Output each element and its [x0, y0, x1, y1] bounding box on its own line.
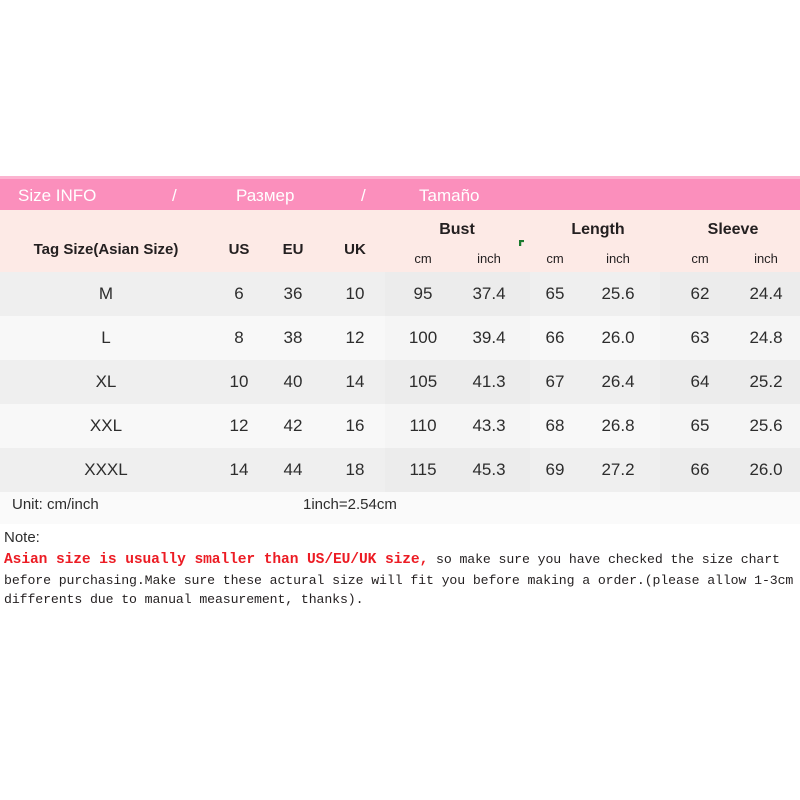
cell-eu: 42 [283, 416, 303, 435]
column-header-eu: EU [282, 241, 304, 258]
table-row: XXXL 14 44 18 115 45.3 69 27.2 66 26.0 [0, 448, 800, 492]
title-separator-1: / [172, 186, 177, 205]
column-header-bust-inch: inch [477, 251, 501, 266]
size-chart: Size INFO / Размер / Tamaño Tag Size(Asi… [0, 176, 800, 524]
cell-tag-size: XL [95, 372, 117, 391]
cell-uk: 16 [345, 416, 365, 435]
note-block: Note: Asian size is usually smaller than… [4, 528, 796, 610]
note-paragraph: Asian size is usually smaller than US/EU… [4, 550, 796, 610]
table-header: Tag Size(Asian Size) US EU UK Bust cm in… [0, 210, 800, 272]
cell-sleeve-inch: 24.8 [749, 328, 783, 347]
cell-us: 6 [234, 284, 244, 303]
column-header-length-inch: inch [606, 251, 630, 266]
cell-sleeve-inch: 24.4 [749, 284, 783, 303]
cell-sleeve-cm: 64 [690, 372, 710, 391]
unit-row: Unit: cm/inch 1inch=2.54cm [0, 492, 800, 524]
column-header-bust-cm: cm [414, 251, 432, 266]
cell-eu: 40 [283, 372, 303, 391]
cell-bust-inch: 43.3 [472, 416, 506, 435]
note-highlight: Asian size is usually smaller than US/EU… [4, 552, 429, 568]
cell-length-cm: 69 [545, 460, 565, 479]
cell-bust-cm: 105 [408, 372, 438, 391]
cell-sleeve-cm: 63 [690, 328, 710, 347]
column-group-header-sleeve: Sleeve [707, 221, 759, 238]
unit-label: Unit: cm/inch [12, 496, 99, 513]
title-separator-2: / [361, 186, 366, 205]
cell-us: 8 [234, 328, 244, 347]
cell-bust-inch: 37.4 [472, 284, 506, 303]
cell-uk: 12 [345, 328, 365, 347]
title-label-spanish: Tamaño [419, 186, 480, 205]
table-row: XL 10 40 14 105 41.3 67 26.4 64 25.2 [0, 360, 800, 404]
column-header-us: US [228, 241, 250, 258]
cell-tag-size: XXL [89, 416, 123, 435]
cell-length-inch: 25.6 [601, 284, 635, 303]
note-title: Note: [4, 529, 40, 546]
title-label-english: Size INFO [18, 186, 97, 205]
cell-length-inch: 26.4 [601, 372, 635, 391]
cell-us: 12 [229, 416, 249, 435]
cell-bust-cm: 95 [413, 284, 433, 303]
title-label-russian: Размер [236, 186, 295, 205]
cell-sleeve-cm: 62 [690, 284, 710, 303]
cell-length-cm: 67 [545, 372, 565, 391]
cell-eu: 38 [283, 328, 303, 347]
table-row: XXL 12 42 16 110 43.3 68 26.8 65 25.6 [0, 404, 800, 448]
cell-tag-size: XXXL [84, 460, 128, 479]
table-row: M 6 36 10 95 37.4 65 25.6 62 24.4 [0, 272, 800, 316]
cell-bust-inch: 45.3 [472, 460, 506, 479]
cell-sleeve-inch: 25.2 [749, 372, 783, 391]
column-group-header-length: Length [571, 221, 625, 238]
cell-us: 14 [229, 460, 249, 479]
cell-length-inch: 26.0 [601, 328, 635, 347]
cell-eu: 36 [283, 284, 303, 303]
cell-tag-size: L [101, 328, 111, 347]
cell-length-cm: 65 [545, 284, 565, 303]
inch-conversion-label: 1inch=2.54cm [303, 496, 397, 513]
column-header-sleeve-inch: inch [754, 251, 778, 266]
cell-sleeve-cm: 66 [690, 460, 710, 479]
cell-bust-cm: 110 [409, 416, 437, 435]
cell-sleeve-inch: 26.0 [749, 460, 783, 479]
cell-sleeve-cm: 65 [690, 416, 710, 435]
cell-uk: 14 [345, 372, 365, 391]
note-rest: so make sure you have checked the size c… [4, 552, 794, 607]
cell-tag-size: M [98, 284, 114, 303]
size-info-title-bar: Size INFO / Размер / Tamaño [0, 176, 800, 210]
column-header-tag-size: Tag Size(Asian Size) [33, 241, 179, 258]
cell-us: 10 [229, 372, 249, 391]
table-row: L 8 38 12 100 39.4 66 26.0 63 24.8 [0, 316, 800, 360]
green-speck-artifact [519, 240, 524, 246]
cell-bust-inch: 41.3 [472, 372, 506, 391]
column-header-uk: UK [344, 241, 366, 258]
cell-length-cm: 66 [545, 328, 565, 347]
cell-sleeve-inch: 25.6 [749, 416, 783, 435]
cell-bust-cm: 100 [408, 328, 438, 347]
table-body: M 6 36 10 95 37.4 65 25.6 62 24.4 L 8 38 12 100 39.4 66 2… [0, 272, 800, 492]
cell-length-inch: 27.2 [601, 460, 635, 479]
cell-eu: 44 [283, 460, 303, 479]
column-header-sleeve-cm: cm [691, 251, 709, 266]
column-header-length-cm: cm [546, 251, 564, 266]
column-group-header-bust: Bust [439, 221, 475, 238]
cell-uk: 18 [345, 460, 365, 479]
cell-bust-inch: 39.4 [472, 328, 506, 347]
cell-uk: 10 [345, 284, 365, 303]
cell-bust-cm: 115 [409, 460, 437, 479]
cell-length-inch: 26.8 [601, 416, 635, 435]
cell-length-cm: 68 [545, 416, 565, 435]
